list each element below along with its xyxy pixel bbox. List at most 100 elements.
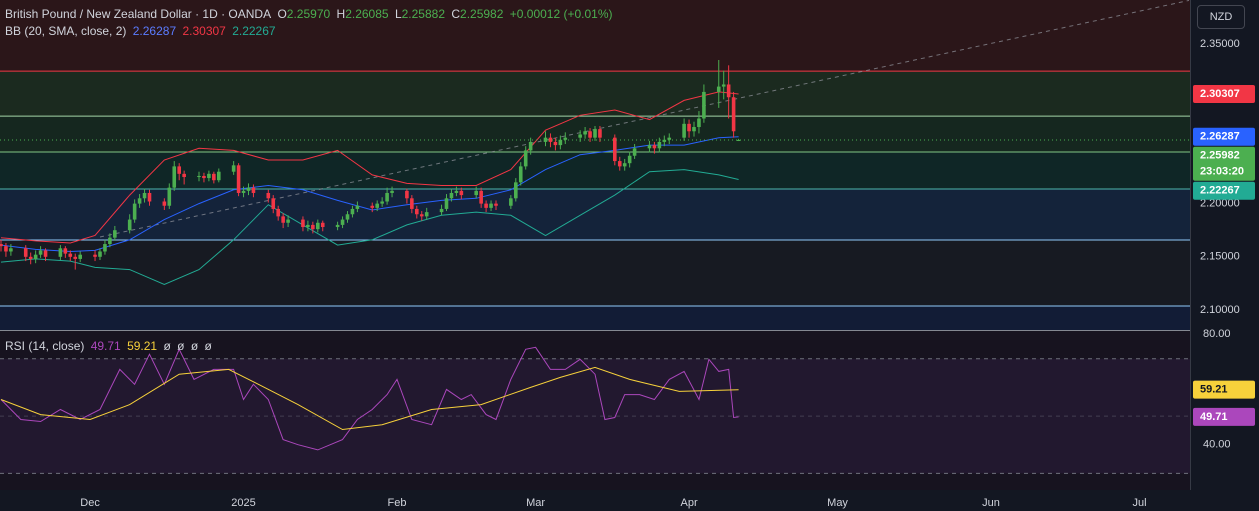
- zone: [0, 240, 1190, 306]
- candle-body: [350, 208, 355, 215]
- candle-body: [113, 230, 117, 238]
- candle-body: [320, 222, 325, 228]
- rsi-line: [0, 346, 739, 451]
- candle-body: [657, 141, 662, 149]
- placeholder: ø: [190, 339, 199, 353]
- candle-body: [509, 198, 513, 206]
- candle-body: [78, 254, 82, 259]
- x-tick-label: Apr: [680, 497, 697, 509]
- candle-body: [93, 254, 97, 257]
- candle-body: [137, 198, 142, 204]
- bb-value: 2.22267: [232, 24, 276, 38]
- rsi-header: RSI (14, close) 49.71 59.21 ø ø ø ø: [5, 339, 215, 353]
- candle-body: [311, 224, 315, 230]
- indicator-title: BB (20, SMA, close, 2): [5, 24, 127, 38]
- rsi-band: [0, 358, 1190, 474]
- ohlc-value: 2.26085: [345, 7, 389, 21]
- bb-value: 2.30307: [182, 24, 226, 38]
- candle-body: [613, 137, 617, 162]
- candle-body: [444, 198, 449, 209]
- axis-badge-label: 59.21: [1200, 384, 1228, 396]
- zone: [0, 0, 1190, 72]
- axis-badge: [1193, 407, 1255, 426]
- axis-badge: [1193, 380, 1255, 399]
- candle-body: [271, 198, 276, 209]
- candle-body: [172, 166, 177, 188]
- candle-body: [315, 222, 320, 230]
- candle-body: [38, 250, 43, 255]
- trendline: [99, 0, 1190, 238]
- candle-body: [588, 131, 592, 138]
- candle-body: [454, 190, 459, 193]
- currency-button[interactable]: NZD: [1197, 5, 1245, 29]
- candle-body: [479, 190, 483, 204]
- y-tick-label: 2.15000: [1200, 251, 1240, 263]
- candle-body: [617, 161, 622, 167]
- candle-body: [340, 219, 345, 225]
- axis-badge-label: 23:03:20: [1200, 166, 1244, 178]
- candle-body: [286, 219, 290, 223]
- ohlc-value: 2.25970: [286, 7, 331, 21]
- x-tick-label: Feb: [388, 497, 407, 509]
- x-tick-label: 2025: [231, 497, 255, 509]
- candle-body: [459, 190, 464, 196]
- candle-body: [212, 173, 216, 181]
- bollinger-upper: [0, 91, 739, 244]
- bollinger-lower: [0, 169, 739, 286]
- candle-body: [177, 166, 181, 174]
- candle-body: [697, 118, 701, 128]
- placeholder: ø: [204, 339, 212, 353]
- candle-body: [702, 91, 706, 119]
- candle-body: [335, 224, 340, 228]
- y-tick-label: 80.00: [1203, 328, 1231, 340]
- candle-body: [281, 216, 285, 223]
- bb-value: 2.26287: [132, 24, 177, 38]
- candle-body: [246, 187, 251, 191]
- candle-body: [726, 84, 731, 98]
- candle-body: [484, 203, 488, 208]
- candle-body: [216, 171, 221, 181]
- candle-body: [528, 141, 533, 151]
- candle-body: [182, 173, 186, 178]
- placeholder: ø: [163, 339, 171, 353]
- candle-body: [9, 248, 13, 252]
- candle-body: [306, 224, 310, 228]
- candle-body: [23, 248, 28, 257]
- ohlc-name: C: [451, 7, 461, 21]
- x-tick-label: Mar: [526, 497, 545, 509]
- candle-body: [370, 205, 375, 208]
- candle-body: [583, 131, 587, 135]
- candle-body: [167, 187, 172, 206]
- rsi-value: 49.71: [90, 339, 121, 353]
- symbol-title: British Pound / New Zealand Dollar · 1D …: [5, 7, 272, 21]
- candle-body: [236, 165, 241, 193]
- candle-body: [98, 251, 102, 257]
- y-tick-label: 2.35000: [1200, 38, 1240, 50]
- candle-body: [414, 208, 419, 215]
- candle-body: [652, 145, 657, 149]
- candle-body: [68, 253, 73, 257]
- candle-body: [142, 192, 147, 199]
- axis-badge-label: 2.22267: [1200, 185, 1240, 197]
- candle-body: [58, 248, 63, 257]
- candle-body: [162, 201, 167, 206]
- candle-body: [231, 165, 236, 172]
- candle-body: [424, 212, 429, 217]
- candle-body: [598, 129, 602, 138]
- x-tick-label: Jun: [982, 497, 1000, 509]
- candle-body: [345, 214, 350, 220]
- candle-body: [251, 187, 256, 193]
- candle-body: [132, 203, 137, 220]
- placeholder: ø: [177, 339, 185, 353]
- candle-body: [523, 150, 528, 167]
- candle-body: [578, 134, 582, 138]
- candle-body: [716, 86, 721, 92]
- candle-body: [548, 137, 553, 142]
- candle-body: [563, 137, 568, 140]
- candle-body: [301, 219, 305, 228]
- bb-header: BB (20, SMA, close, 2) 2.26287 2.30307 2…: [5, 24, 279, 38]
- axis-badge: [1193, 127, 1255, 146]
- candle-body: [474, 190, 478, 196]
- candle-body: [127, 219, 132, 231]
